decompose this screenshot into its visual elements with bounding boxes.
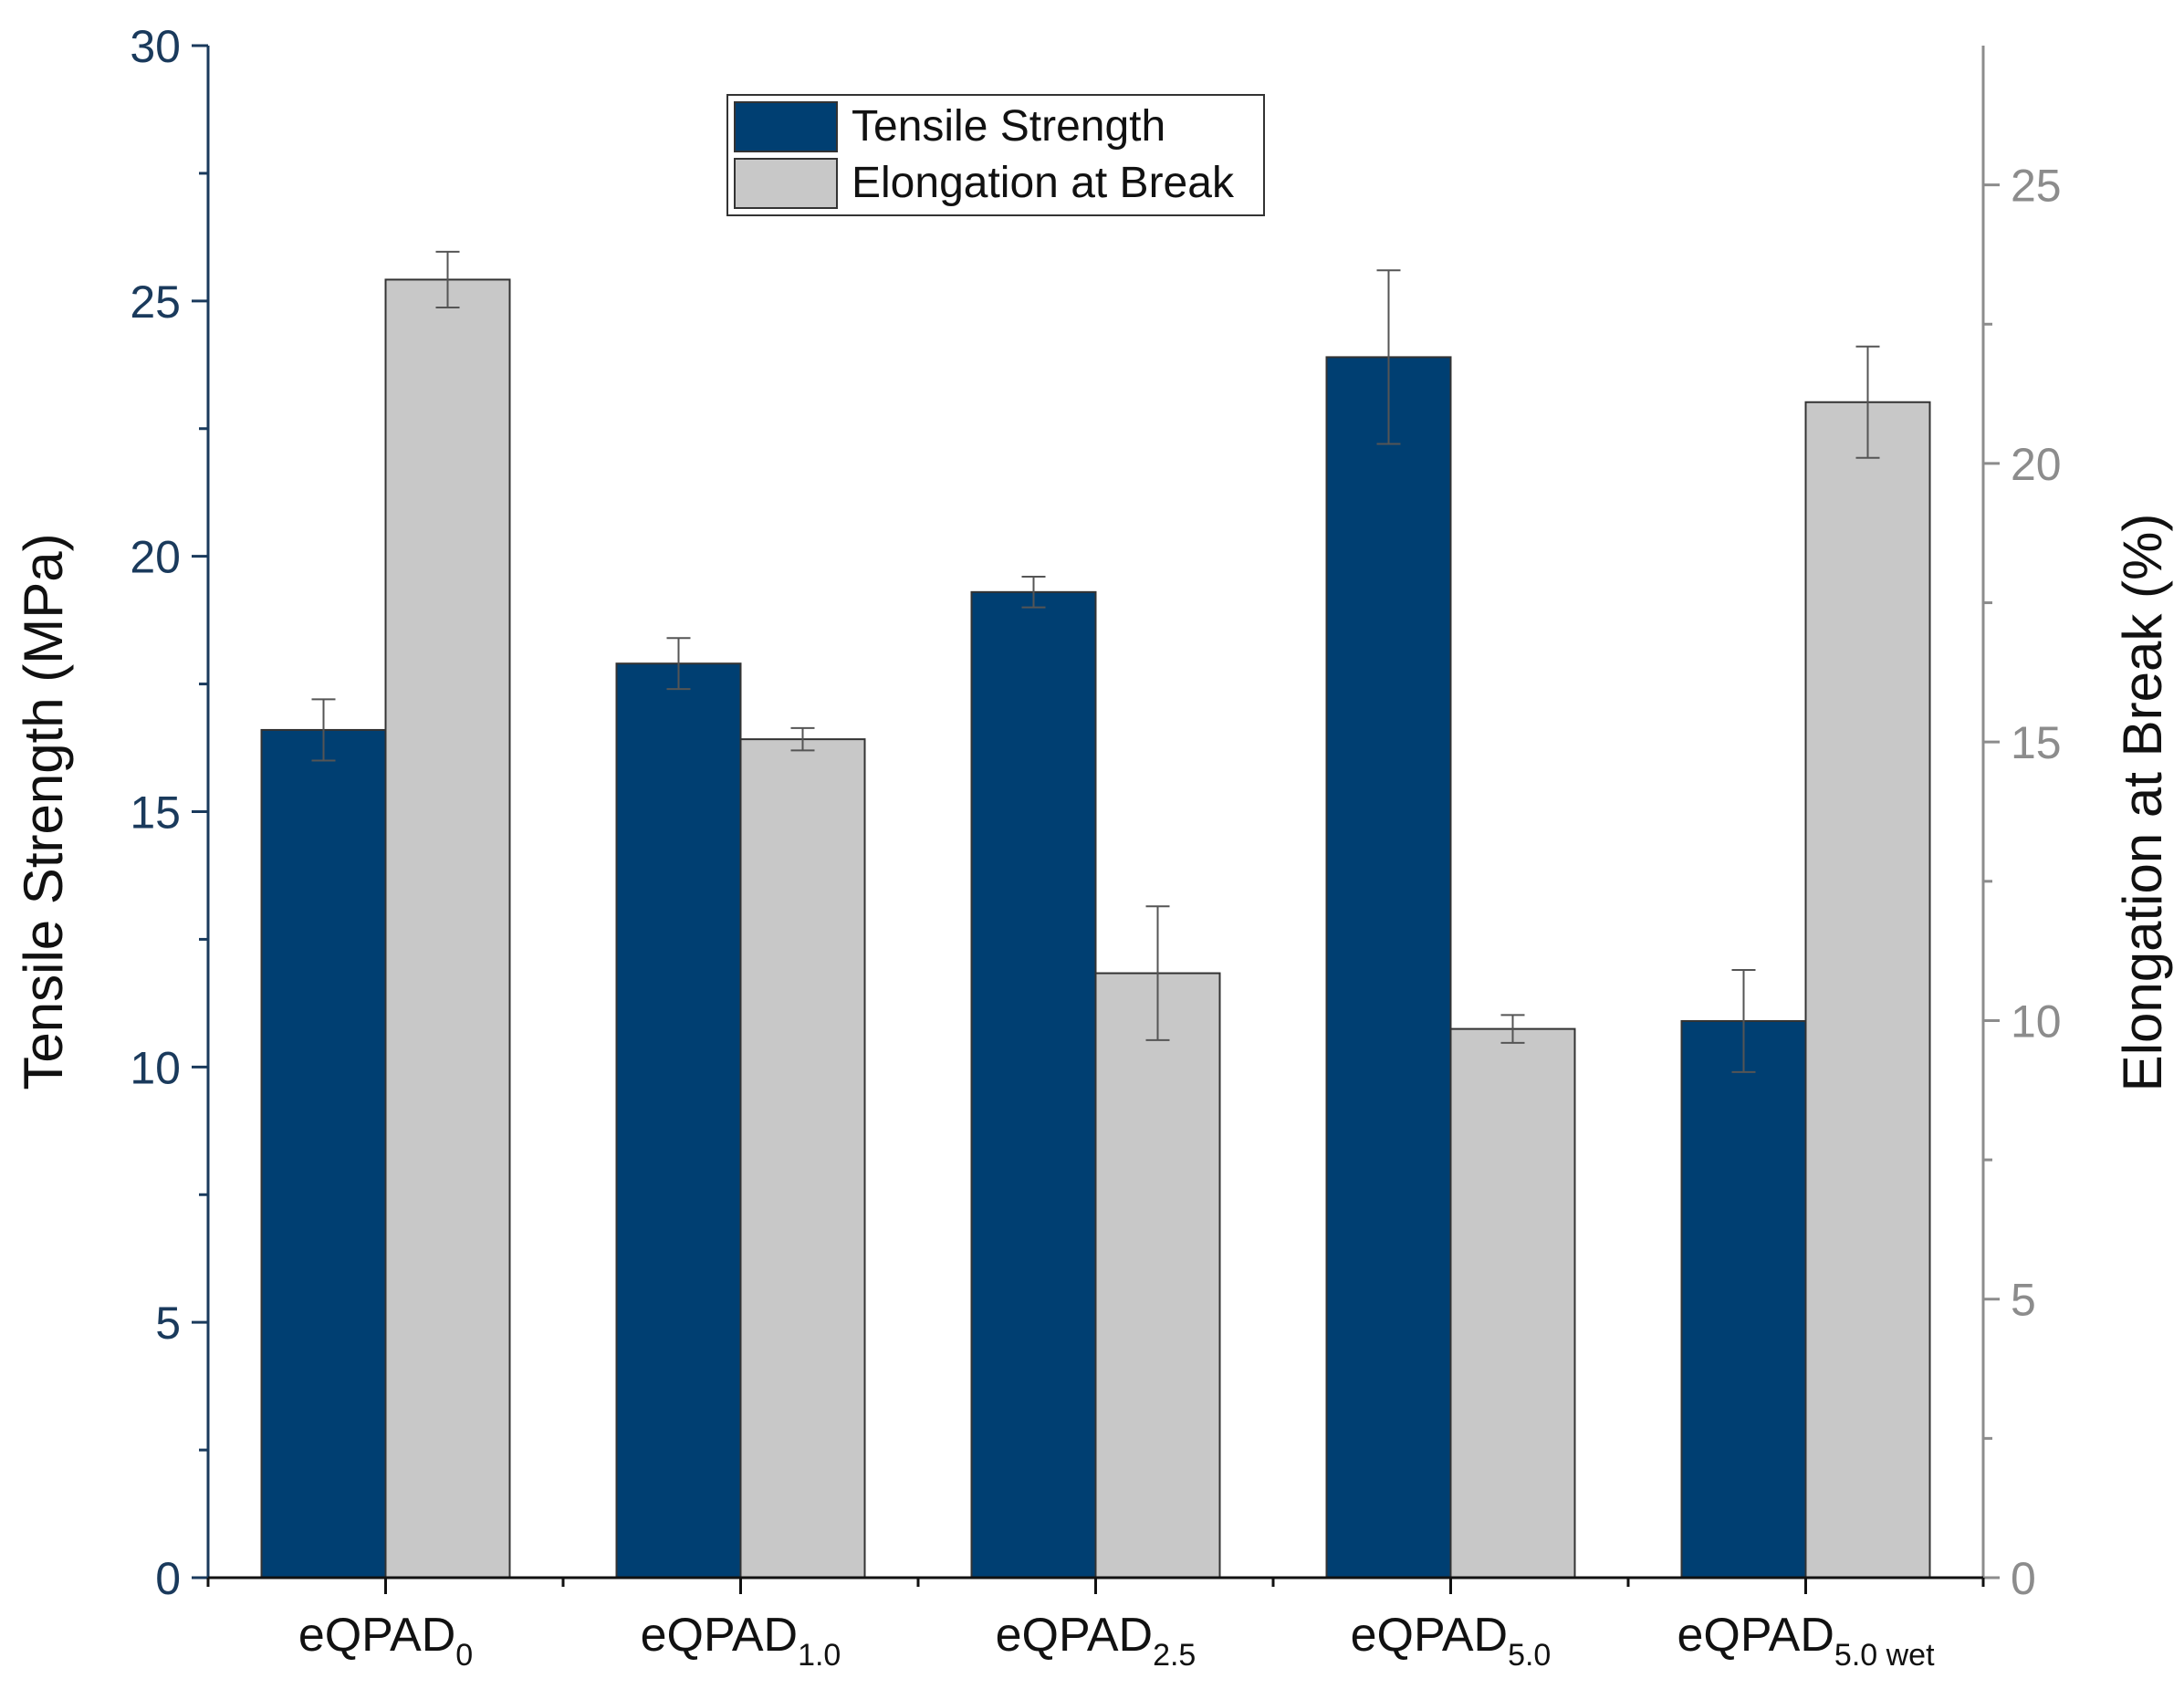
bar-elongation-0 [384,278,511,1579]
left-tick-label: 0 [155,1553,181,1604]
right-tick-label: 25 [2011,161,2062,212]
error-bar [790,726,815,752]
x-tick-label: eQPAD5.0 wet [1677,1609,1935,1673]
y-axis-title-right: Elongation at Break (%) [2112,514,2173,1092]
x-tick-label: eQPAD0 [298,1609,473,1673]
x-tick-label: eQPAD5.0 [1351,1609,1552,1673]
error-bar [311,698,336,762]
legend-swatch-1 [734,158,838,209]
bar-elongation-2 [1094,972,1221,1580]
left-tick-label: 20 [130,532,181,583]
bar-tensile-1 [615,662,742,1579]
right-tick-label: 20 [2011,439,2062,490]
error-bar [1021,576,1046,609]
error-bar [1855,345,1880,459]
x-tick-label: eQPAD2.5 [996,1609,1196,1673]
error-bar [435,250,460,308]
bar-tensile-0 [260,728,387,1579]
left-tick-label: 5 [155,1298,181,1349]
error-bar [1500,1014,1525,1044]
error-bar [1731,968,1756,1073]
right-tick-label: 15 [2011,717,2062,768]
legend-swatch-0 [734,101,838,152]
right-tick-label: 0 [2011,1553,2036,1604]
right-tick-label: 5 [2011,1275,2036,1326]
bar-tensile-3 [1325,356,1452,1580]
legend-label-1: Elongation at Break [852,159,1235,207]
error-bar [1376,269,1401,445]
left-tick-label: 10 [130,1042,181,1093]
error-bar [666,637,691,691]
bar-elongation-4 [1804,401,1931,1579]
left-tick-label: 25 [130,276,181,328]
y-axis-title-left: Tensile Strength (MPa) [13,533,74,1090]
left-tick-label: 15 [130,787,181,839]
legend-label-0: Tensile Strength [852,102,1165,151]
left-tick-label: 30 [130,21,181,72]
x-tick-label: eQPAD1.0 [641,1609,841,1673]
error-bar [1145,905,1170,1041]
bar-elongation-3 [1449,1027,1576,1579]
right-tick-label: 10 [2011,996,2062,1047]
bar-tensile-2 [970,590,1097,1579]
bar-elongation-1 [739,738,866,1579]
bar-tensile-4 [1680,1019,1807,1580]
